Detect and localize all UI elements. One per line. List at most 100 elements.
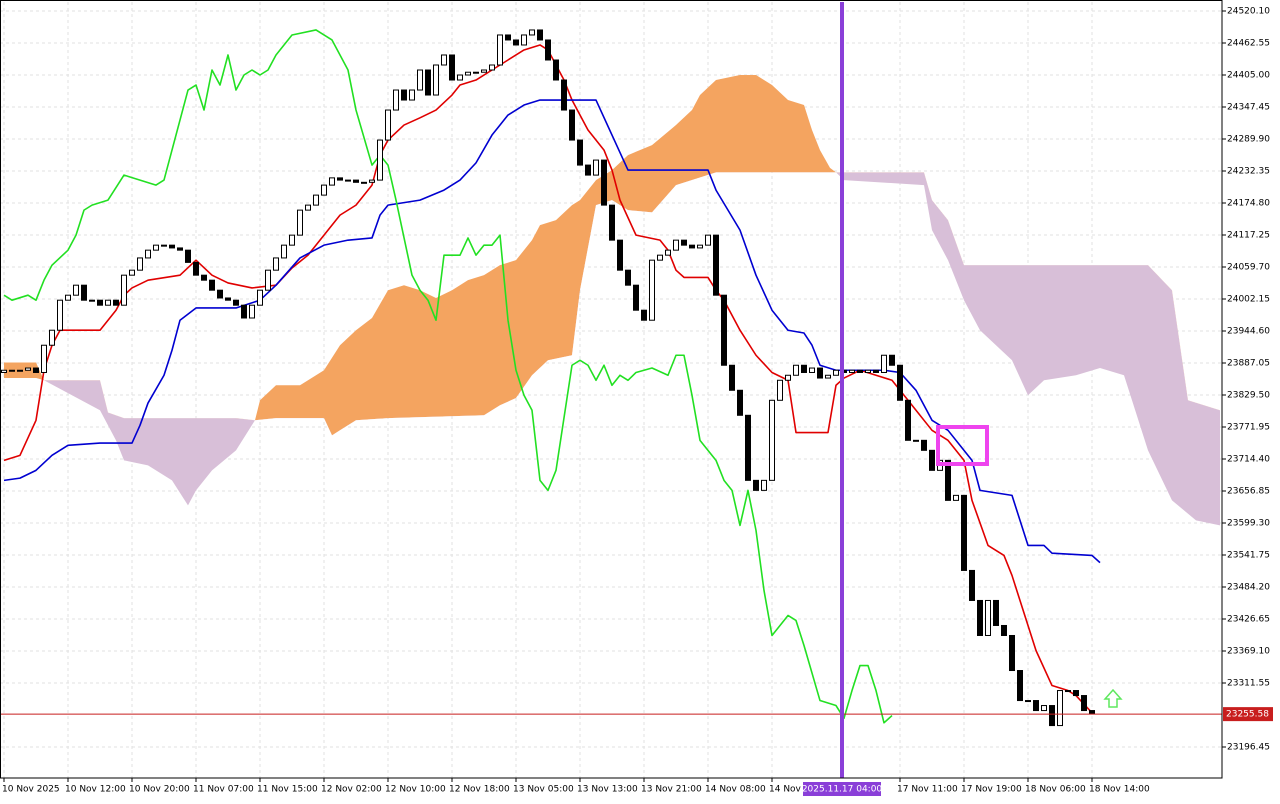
candle (537, 29, 543, 41)
x-tick-label: 17 Nov 19:00 (961, 785, 1022, 795)
candle (33, 367, 39, 373)
candle (817, 367, 823, 379)
candle (617, 239, 623, 271)
candle (225, 297, 231, 301)
x-tick-label: 14 Nov 16:00 (769, 785, 830, 795)
candle (249, 304, 255, 319)
candle (65, 294, 71, 301)
x-tick-label: 13 Nov 21:00 (641, 785, 702, 795)
candle (881, 354, 887, 373)
candle (985, 599, 991, 636)
candle (121, 274, 127, 306)
candle (97, 299, 103, 306)
candle (25, 367, 31, 371)
candle (697, 244, 703, 249)
candle (929, 449, 935, 471)
candle (313, 194, 319, 206)
candle (385, 109, 391, 141)
candle (409, 89, 415, 101)
y-tick-label: 24405.00 (1227, 71, 1270, 81)
candle (465, 71, 471, 76)
x-tick-label: 12 Nov 18:00 (449, 785, 510, 795)
candle (721, 294, 727, 366)
candle (169, 244, 175, 249)
candle (569, 109, 575, 141)
y-tick-label: 24462.55 (1227, 39, 1270, 49)
candle (233, 299, 239, 306)
candle (945, 459, 951, 501)
candle (137, 257, 143, 271)
x-tick-label: 13 Nov 13:00 (577, 785, 638, 795)
candle (177, 247, 183, 251)
y-tick-label: 23541.75 (1227, 551, 1270, 561)
current-price-box (1223, 707, 1273, 722)
y-tick-label: 23887.05 (1227, 359, 1270, 369)
candle (1073, 690, 1079, 697)
candle (857, 369, 863, 373)
candle (185, 249, 191, 263)
candle (49, 329, 55, 346)
candle (641, 309, 647, 321)
candle (849, 369, 855, 373)
candle (1065, 690, 1071, 693)
candle (633, 284, 639, 311)
candle (593, 159, 599, 176)
candle (729, 364, 735, 391)
x-tick-label: 14 Nov 08:00 (705, 785, 766, 795)
candle (609, 204, 615, 241)
candle (193, 261, 199, 276)
candle (473, 71, 479, 74)
candle (441, 54, 447, 66)
y-tick-label: 23599.30 (1227, 519, 1270, 529)
candle (745, 414, 751, 481)
candle (353, 179, 359, 183)
candle (417, 69, 423, 91)
candle (153, 244, 159, 251)
y-tick-label: 23426.65 (1227, 615, 1270, 625)
candle (201, 274, 207, 281)
candle (889, 354, 895, 366)
candle (825, 374, 831, 379)
y-tick-label: 23829.50 (1227, 391, 1270, 401)
candle (401, 89, 407, 101)
x-tick-label: 18 Nov 06:00 (1025, 785, 1086, 795)
candle (969, 569, 975, 601)
candle (833, 369, 839, 376)
x-tick-label: 10 Nov 12:00 (65, 785, 126, 795)
candle (329, 177, 335, 186)
candle (513, 39, 519, 46)
candle (481, 69, 487, 73)
cursor-label: 2025.11.17 04:00 (802, 785, 883, 795)
candle (753, 479, 759, 491)
candle (393, 89, 399, 111)
candle (281, 244, 287, 259)
candle (145, 249, 151, 259)
x-tick-label: 10 Nov 2025 (2, 785, 60, 795)
y-tick-label: 24232.35 (1227, 167, 1270, 177)
candle (649, 259, 655, 321)
candle (761, 479, 767, 491)
candle (905, 399, 911, 441)
candle (625, 269, 631, 286)
cloud-layer (4, 75, 1220, 526)
candle (265, 269, 271, 291)
candle (777, 379, 783, 401)
candle (1089, 710, 1095, 715)
candle (505, 34, 511, 41)
indicator-line (3, 29, 893, 724)
candle (1001, 624, 1007, 636)
x-tick-label: 18 Nov 14:00 (1089, 785, 1150, 795)
y-tick-label: 23771.95 (1227, 423, 1270, 433)
candle (809, 367, 815, 373)
candle (521, 34, 527, 46)
candle (737, 389, 743, 416)
candle (801, 364, 807, 373)
candle (921, 439, 927, 451)
candle (601, 159, 607, 206)
candle (873, 369, 879, 373)
candle (305, 204, 311, 211)
y-tick-label: 24347.45 (1227, 103, 1270, 113)
